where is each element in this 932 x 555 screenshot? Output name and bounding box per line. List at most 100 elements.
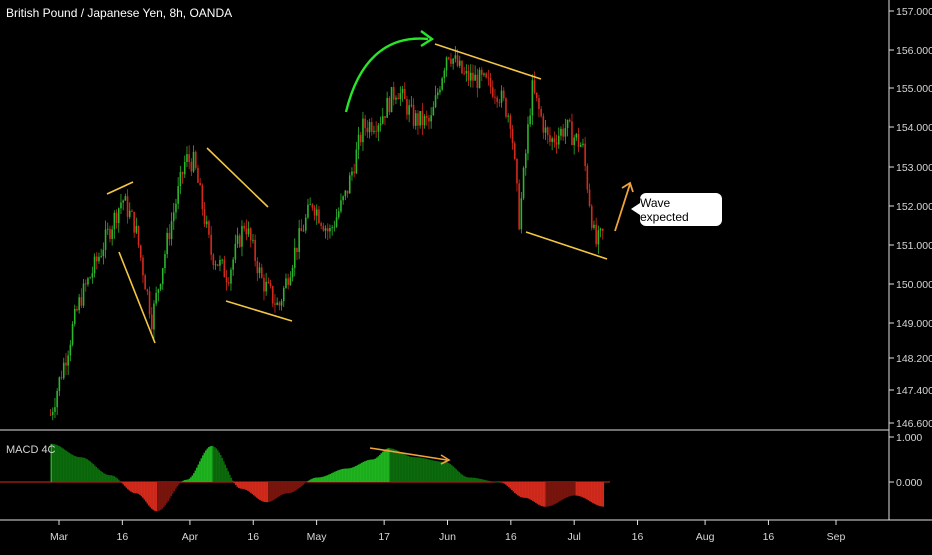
macd-bar [502, 482, 504, 483]
macd-bar [113, 476, 116, 482]
macd-bar [331, 473, 333, 482]
curved-arrow-green [344, 37, 429, 113]
macd-bar [526, 482, 528, 499]
candle-body [465, 71, 468, 74]
candle-body [95, 256, 98, 262]
macd-bar [88, 460, 90, 482]
macd-bar [122, 482, 125, 485]
macd-bar [355, 466, 357, 482]
time-tick-label: Jun [439, 531, 456, 543]
macd-bar [352, 467, 354, 482]
macd-bar [133, 482, 135, 493]
candle-body [210, 234, 212, 255]
macd-bar [488, 480, 491, 482]
candle-body [452, 58, 454, 64]
candle-body [265, 281, 267, 292]
candle-body [309, 204, 311, 206]
candle-body [219, 259, 221, 266]
macd-bar [418, 457, 420, 482]
candle-body [390, 87, 393, 113]
macd-bar [314, 477, 317, 482]
macd-bar [404, 454, 407, 482]
macd-bar [284, 482, 287, 494]
macd-bar [77, 457, 80, 482]
macd-bar [497, 481, 500, 483]
candle-body [157, 289, 160, 293]
macd-bar [91, 462, 93, 482]
candle-body [293, 247, 296, 268]
macd-bar [164, 482, 167, 506]
macd-bar [592, 482, 594, 503]
candle-body [199, 182, 201, 186]
candle-body [302, 230, 305, 232]
candle-body [498, 101, 501, 103]
candle-body [78, 297, 80, 311]
candle-body [469, 72, 472, 81]
macd-bar [401, 453, 404, 482]
candle-body [340, 200, 342, 212]
price-tick-label: 148.200 [896, 353, 932, 365]
macd-bar [560, 482, 563, 501]
macd-bar [259, 482, 261, 500]
macd-bar [74, 456, 77, 482]
macd-bar [392, 448, 395, 482]
macd-bar [481, 479, 483, 482]
macd-bar [266, 482, 269, 503]
macd-bar [347, 468, 350, 482]
candle-body [573, 137, 575, 146]
macd-bar [295, 482, 297, 491]
macd-bar [118, 479, 120, 482]
macd-bar [115, 477, 117, 482]
macd-bar [466, 477, 468, 482]
macd-bar [145, 482, 147, 502]
candle-body [428, 117, 430, 122]
macd-bar [463, 475, 465, 482]
macd-bar [476, 478, 479, 482]
macd-bar [590, 482, 593, 503]
macd-bar [505, 482, 507, 485]
macd-bar [496, 481, 498, 483]
candle-body [359, 134, 362, 143]
macd-bar [530, 482, 533, 501]
macd-bar [383, 450, 386, 482]
candle-body [513, 143, 516, 159]
macd-bar [467, 477, 470, 482]
macd-bar [272, 482, 275, 501]
macd-bar [286, 482, 288, 494]
macd-bar [151, 482, 153, 509]
macd-bar [358, 464, 360, 482]
macd-bar [379, 454, 381, 482]
macd-bar [359, 463, 362, 482]
candle-body [109, 228, 111, 239]
macd-bar [595, 482, 597, 505]
candle-body [324, 228, 327, 231]
candle-body [221, 259, 223, 261]
candle-body [56, 390, 58, 408]
candle-body [139, 245, 142, 258]
macd-bar [79, 457, 81, 482]
candle-body [65, 362, 67, 366]
candle-body [590, 206, 593, 228]
macd-bar [296, 482, 299, 490]
macd-bar [283, 482, 285, 495]
candle-body [364, 118, 366, 128]
candle-body [249, 228, 252, 241]
price-tick-label: 153.000 [896, 162, 932, 174]
candle-body [291, 267, 294, 278]
macd-bar [475, 478, 477, 482]
macd-bar [256, 482, 258, 498]
candle-body [216, 264, 219, 266]
macd-bar [229, 474, 231, 482]
macd-bar [263, 482, 266, 502]
candle-body [177, 186, 179, 204]
candle-body [326, 228, 329, 232]
macd-bar [188, 478, 191, 482]
macd-bar [80, 457, 83, 482]
macd-bar [448, 463, 450, 482]
time-tick-label: 16 [763, 531, 775, 543]
candle-body [331, 227, 333, 229]
candle-body [388, 97, 391, 113]
candle-body [527, 124, 529, 154]
candle-body [370, 122, 373, 132]
